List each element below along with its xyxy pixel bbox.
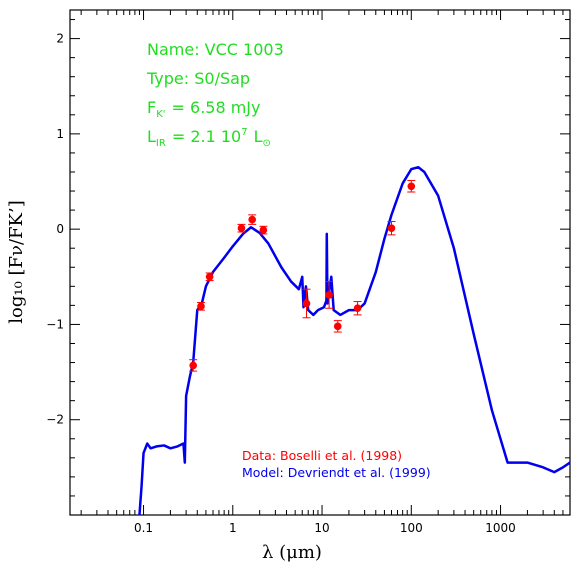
lir-subscript: IR: [156, 138, 166, 149]
x-tick-label: 0.1: [134, 521, 153, 535]
lir-sun-subscript: ⊙: [263, 138, 271, 149]
galaxy-name: Name: VCC 1003: [147, 40, 284, 59]
data-layer: [189, 180, 416, 372]
data-point: [205, 272, 214, 281]
data-point: [407, 182, 416, 191]
data-point: [248, 215, 257, 224]
data-credit: Data: Boselli et al. (1998): [242, 448, 402, 463]
data-point: [197, 302, 205, 311]
galaxy-type: Type: S0/Sap: [146, 69, 250, 88]
data-point: [237, 224, 246, 232]
y-axis-title: log₁₀ [Fν/FΚ’]: [6, 200, 27, 323]
y-tick-label: 0: [56, 222, 64, 236]
data-point: [259, 226, 268, 234]
x-tick-label: 100: [400, 521, 423, 535]
model-layer: [138, 165, 571, 516]
x-axis-title: λ (μm): [262, 542, 322, 563]
y-tick-label: −2: [46, 413, 64, 427]
data-point: [325, 291, 333, 299]
lir-line: LIR = 2.1 107 L⊙: [147, 127, 271, 149]
lir-symbol: L: [147, 127, 156, 146]
data-point: [302, 299, 311, 308]
lir-value: = 2.1 10: [172, 127, 241, 146]
flux-symbol: F: [147, 98, 156, 117]
data-point: [387, 224, 396, 232]
y-tick-label: −1: [46, 317, 64, 331]
x-tick-label: 1: [229, 521, 237, 535]
axis-tick-labels: 0.1 1 10 100 1000 −2 −1 0 1 2: [46, 32, 516, 535]
lir-unit: L: [254, 127, 263, 146]
model-line: [138, 165, 571, 516]
data-point: [353, 304, 362, 313]
data-point: [333, 322, 342, 331]
flux-value: = 6.58 mJy: [172, 98, 261, 117]
y-tick-label: 2: [56, 32, 64, 46]
axis-ticks: [70, 10, 571, 516]
y-tick-label: 1: [56, 127, 64, 141]
flux-line: FK' = 6.58 mJy: [147, 98, 261, 120]
x-tick-label: 1000: [485, 521, 516, 535]
data-point: [189, 361, 197, 370]
x-tick-label: 10: [314, 521, 329, 535]
plot-frame: [69, 9, 571, 516]
flux-subscript: K': [156, 109, 165, 120]
lir-exponent: 7: [241, 127, 247, 138]
model-credit: Model: Devriendt et al. (1999): [242, 465, 431, 480]
